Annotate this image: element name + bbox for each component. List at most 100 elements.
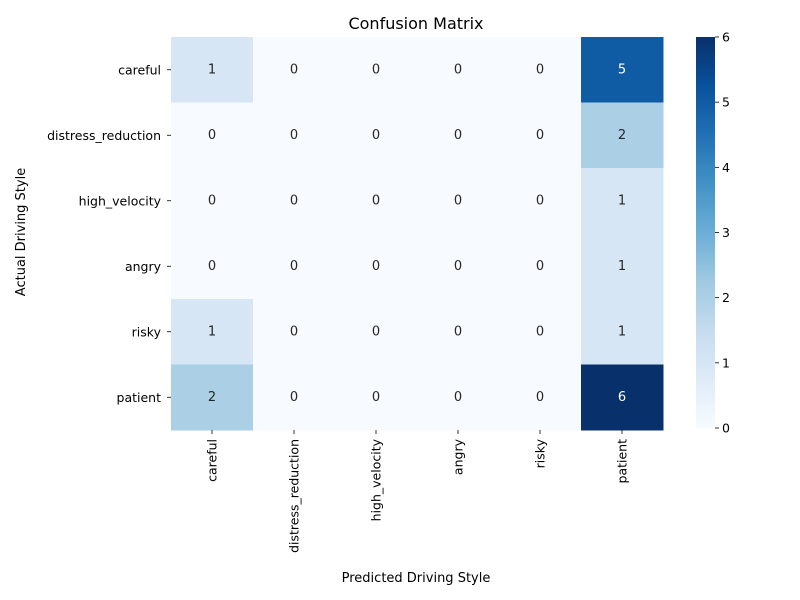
y-tick-label: patient (117, 390, 162, 405)
heatmap-cell (581, 102, 664, 169)
heatmap-cell (253, 364, 336, 431)
cell-value-label: 0 (536, 193, 544, 208)
cell-value-label: 0 (372, 128, 380, 143)
heatmap-cell (417, 102, 500, 169)
cell-value-label: 0 (454, 62, 462, 77)
cell-value-label: 0 (372, 390, 380, 405)
heatmap-cell (171, 364, 254, 431)
cell-value-label: 1 (208, 62, 216, 77)
heatmap-cell (499, 299, 582, 365)
cell-value-label: 0 (372, 193, 380, 208)
x-tick-label: high_velocity (369, 438, 384, 521)
cell-value-label: 1 (208, 324, 216, 339)
heatmap-cell (499, 37, 582, 103)
cell-value-label: 0 (536, 259, 544, 274)
heatmap-cell (581, 168, 664, 234)
colorbar-tick-label: 5 (722, 95, 730, 110)
colorbar-tick-label: 4 (722, 160, 730, 175)
cell-value-label: 0 (208, 193, 216, 208)
cell-value-label: 0 (290, 324, 298, 339)
heatmap-cell (335, 233, 418, 300)
heatmap-cell (335, 168, 418, 234)
cell-value-label: 0 (536, 324, 544, 339)
heatmap-cell (417, 299, 500, 365)
heatmap-cell (417, 364, 500, 431)
cell-value-label: 0 (454, 193, 462, 208)
y-tick-label: high_velocity (79, 193, 162, 208)
colorbar-tick-label: 1 (722, 355, 730, 370)
cell-value-label: 0 (536, 128, 544, 143)
chart-title: Confusion Matrix (348, 14, 483, 33)
heatmap-cell (253, 37, 336, 103)
cell-value-label: 0 (372, 62, 380, 77)
heatmap-cell (171, 233, 254, 300)
cell-value-label: 2 (208, 390, 216, 405)
cell-value-label: 2 (618, 128, 626, 143)
cell-value-label: 0 (290, 128, 298, 143)
colorbar-tick-label: 3 (722, 225, 730, 240)
heatmap-cell (581, 233, 664, 300)
heatmap-cell (171, 168, 254, 234)
colorbar-ticks: 0 1 2 3 4 5 6 (715, 30, 730, 436)
x-tick-label: risky (533, 438, 548, 468)
cell-value-label: 1 (618, 193, 626, 208)
heatmap-cell (417, 168, 500, 234)
heatmap-cell (335, 102, 418, 169)
heatmap-cell (417, 37, 500, 103)
y-tick-labels: careful distress_reduction high_velocityan… (47, 62, 171, 405)
heatmap-cell (499, 168, 582, 234)
x-tick-label: careful (205, 439, 220, 482)
y-tick-label: angry (125, 259, 162, 274)
cell-value-label: 0 (454, 128, 462, 143)
y-tick-label: distress_reduction (47, 128, 161, 143)
cell-value-label: 0 (454, 390, 462, 405)
heatmap-cell (581, 364, 664, 431)
cell-value-label: 0 (208, 259, 216, 274)
y-tick-label: risky (132, 324, 162, 339)
heatmap-cells: 1 0 0 0 0 5 0 0 0 0 0 2 0 0 0 0 0 1 0 0 0 0 0 1 1 0 0 0 0 1 2 0 0 0 0 6 (171, 37, 664, 431)
cell-value-label: 6 (618, 390, 626, 405)
cell-value-label: 1 (618, 259, 626, 274)
heatmap-cell (335, 37, 418, 103)
heatmap-cell (581, 37, 664, 103)
heatmap-cell (253, 233, 336, 300)
heatmap-cell (499, 364, 582, 431)
colorbar (696, 37, 715, 428)
cell-value-label: 0 (290, 390, 298, 405)
colorbar-tick-label: 0 (722, 421, 730, 436)
cell-value-label: 0 (454, 259, 462, 274)
cell-value-label: 0 (536, 62, 544, 77)
cell-value-label: 0 (536, 390, 544, 405)
cell-value-label: 1 (618, 324, 626, 339)
heatmap-cell (253, 168, 336, 234)
cell-value-label: 0 (454, 324, 462, 339)
colorbar-tick-label: 2 (722, 290, 730, 305)
heatmap-cell (581, 299, 664, 365)
heatmap-cell (253, 299, 336, 365)
cell-value-label: 0 (290, 193, 298, 208)
heatmap-cell (253, 102, 336, 169)
x-tick-label: angry (451, 438, 466, 475)
x-tick-labels: careful distress_reduction high_velocity an… (205, 430, 630, 553)
x-axis-label: Predicted Driving Style (342, 571, 491, 586)
heatmap-cell (171, 37, 254, 103)
heatmap-cell (417, 233, 500, 300)
cell-value-label: 0 (290, 259, 298, 274)
cell-value-label: 0 (372, 324, 380, 339)
y-axis-label: Actual Driving Style (14, 168, 29, 296)
heatmap-cell (171, 299, 254, 365)
heatmap-cell (499, 102, 582, 169)
heatmap-cell (335, 364, 418, 431)
colorbar-tick-label: 6 (722, 30, 730, 45)
y-tick-label: careful (118, 62, 161, 77)
heatmap-cell (335, 299, 418, 365)
cell-value-label: 0 (208, 128, 216, 143)
x-tick-label: distress_reduction (287, 439, 302, 553)
heatmap-cell (499, 233, 582, 300)
cell-value-label: 0 (372, 259, 380, 274)
cell-value-label: 0 (290, 62, 298, 77)
heatmap-cell (171, 102, 254, 169)
cell-value-label: 5 (618, 62, 626, 77)
x-tick-label: patient (615, 439, 630, 484)
